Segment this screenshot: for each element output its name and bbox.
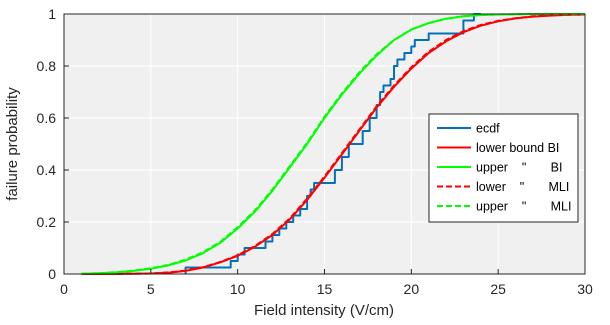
x-tick-label: 25 bbox=[490, 281, 506, 297]
y-tick-label: 0.2 bbox=[37, 214, 57, 230]
y-axis-title: failure probability bbox=[4, 87, 21, 201]
axis-ticks: 0 5 10 15 20 25 30 0 0.2 0.4 0.6 0.8 1 bbox=[37, 6, 593, 297]
legend: ecdf lower bound BI upper " BI lower " MLI u… bbox=[428, 113, 579, 223]
y-tick-label: 0 bbox=[48, 266, 56, 282]
x-tick-label: 30 bbox=[577, 281, 593, 297]
legend-label: upper " BI bbox=[476, 161, 562, 175]
y-tick-label: 0.4 bbox=[37, 162, 57, 178]
x-tick-label: 15 bbox=[317, 281, 333, 297]
legend-label: upper " MLI bbox=[476, 200, 571, 214]
x-axis-title: Field intensity (V/cm) bbox=[254, 302, 394, 319]
legend-label: lower bound BI bbox=[476, 141, 559, 155]
legend-label: lower " MLI bbox=[476, 180, 569, 194]
y-tick-label: 0.8 bbox=[37, 58, 57, 74]
y-tick-label: 1 bbox=[48, 6, 56, 22]
legend-label: ecdf bbox=[476, 122, 500, 136]
x-tick-label: 5 bbox=[147, 281, 155, 297]
y-tick-label: 0.6 bbox=[37, 110, 57, 126]
x-tick-label: 20 bbox=[404, 281, 420, 297]
series-line-ecdf bbox=[184, 13, 481, 274]
series-line-lower-mli bbox=[81, 13, 586, 275]
x-tick-label: 10 bbox=[230, 281, 246, 297]
x-tick-label: 0 bbox=[60, 281, 68, 297]
